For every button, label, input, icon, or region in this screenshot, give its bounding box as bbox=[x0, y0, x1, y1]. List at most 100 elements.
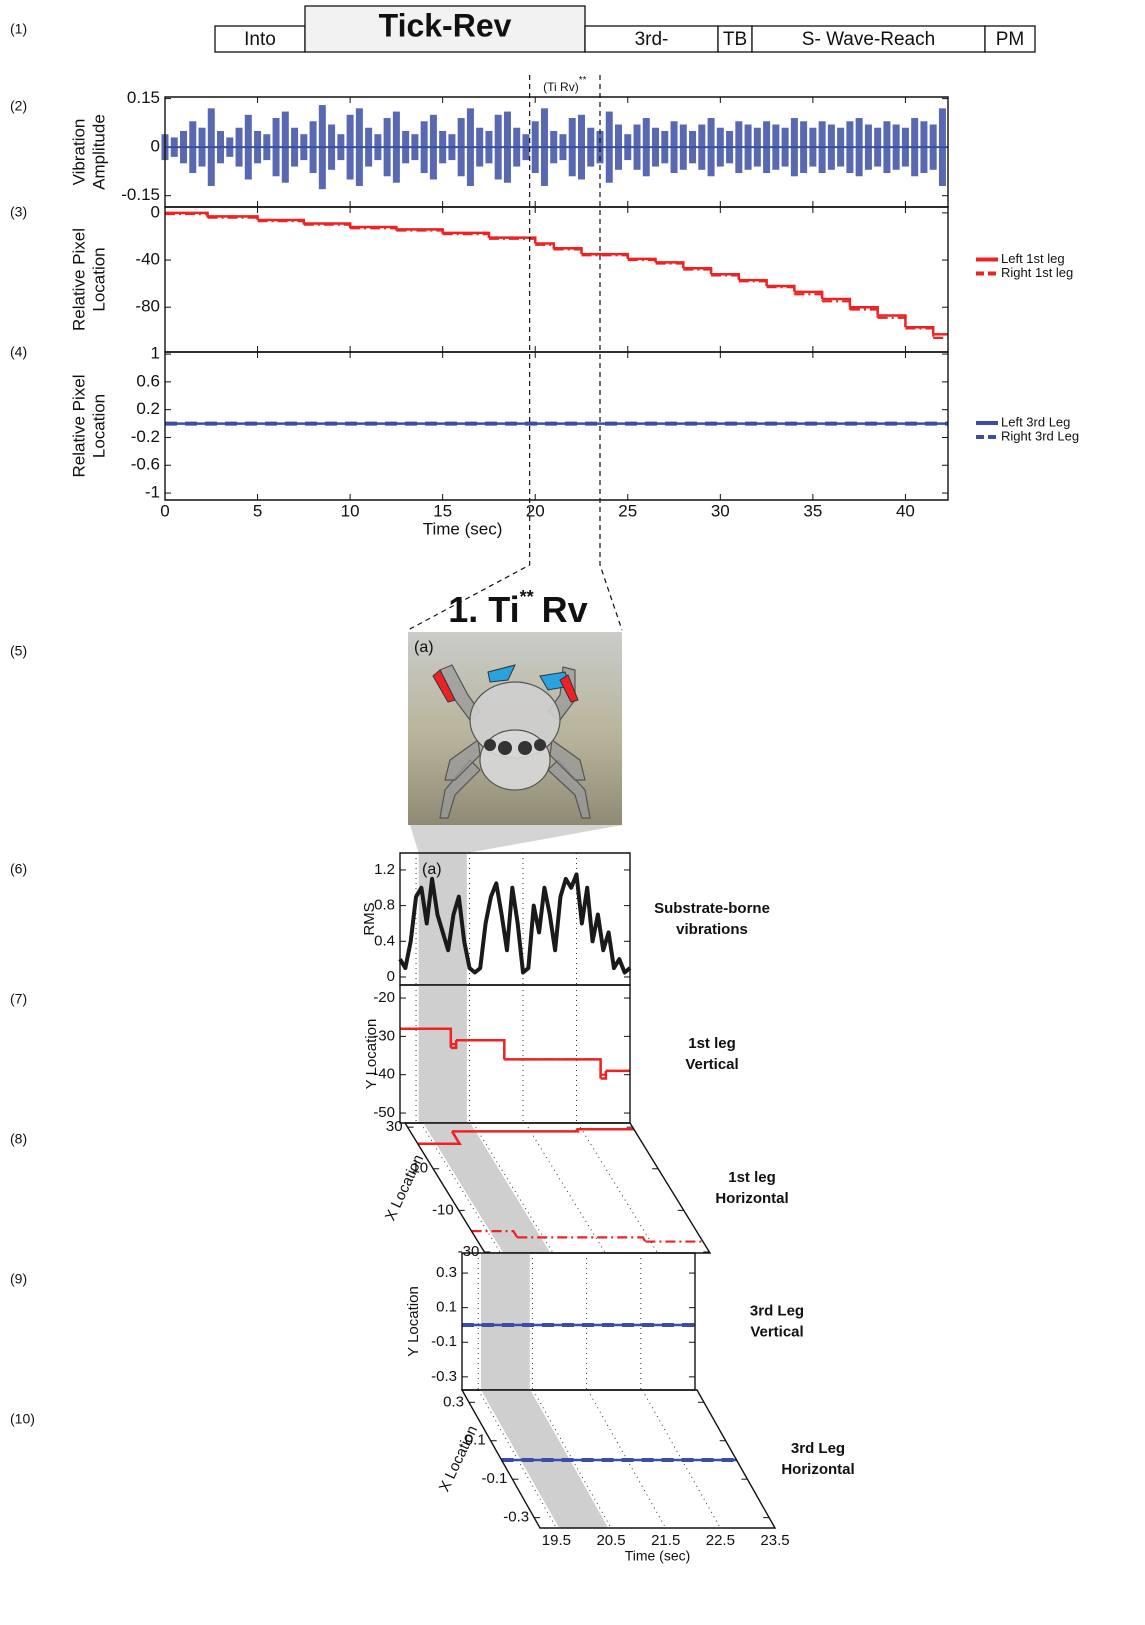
legend-label: Right 1st leg bbox=[1001, 265, 1073, 280]
waveform-burst bbox=[790, 118, 798, 177]
zoom-line bbox=[599, 75, 623, 631]
waveform-burst bbox=[827, 124, 835, 170]
step-segment bbox=[165, 212, 209, 218]
step-segment bbox=[471, 1230, 519, 1238]
waveform-burst bbox=[244, 114, 252, 180]
waveform-burst bbox=[661, 130, 669, 164]
waveform-burst bbox=[531, 121, 539, 174]
step-segment bbox=[400, 1027, 452, 1045]
zoom-line bbox=[407, 75, 531, 631]
y-tick-label: -40 bbox=[135, 250, 160, 269]
grid-line bbox=[472, 1122, 554, 1254]
waveform-burst bbox=[346, 114, 354, 180]
waveform-burst bbox=[938, 108, 946, 186]
y-tick-label: -80 bbox=[135, 297, 160, 316]
step-segment bbox=[504, 1058, 602, 1075]
waveform-burst bbox=[374, 134, 382, 161]
panel-label: (7) bbox=[10, 991, 27, 1007]
y-axis-label: Location bbox=[89, 247, 108, 311]
x-axis-label: Time (sec) bbox=[423, 519, 503, 538]
waveform-burst bbox=[420, 121, 428, 174]
waveform-burst bbox=[300, 134, 308, 161]
waveform-burst bbox=[652, 127, 660, 167]
waveform-burst bbox=[189, 121, 197, 174]
zoom-title-sup: ** bbox=[520, 587, 534, 607]
x-tick-label: 40 bbox=[896, 501, 915, 520]
behavior-segment bbox=[304, 5, 586, 53]
waveform-burst bbox=[642, 118, 650, 177]
waveform-burst bbox=[568, 118, 576, 177]
step-segment bbox=[450, 1040, 458, 1046]
y-tick-label: -30 bbox=[458, 1243, 480, 1260]
x-tick-label: 23.5 bbox=[760, 1532, 789, 1549]
waveform-burst bbox=[633, 124, 641, 170]
waveform-burst bbox=[457, 118, 465, 177]
panel-label: (5) bbox=[10, 643, 27, 659]
panel: 1.2 0.8 0.4 0 RMS Substrate-borne vibrations (a… bbox=[361, 852, 770, 986]
zoom-title-rest: Rv bbox=[542, 589, 588, 630]
waveform-burst bbox=[439, 130, 447, 164]
step-segment bbox=[905, 327, 935, 338]
waveform-burst bbox=[448, 134, 456, 161]
y-axis-label: Location bbox=[89, 394, 108, 458]
waveform-burst bbox=[226, 137, 234, 157]
waveform-burst bbox=[522, 134, 530, 161]
y-axis-label: Relative Pixel bbox=[69, 375, 88, 478]
panel: 0 5 10 15 20 25 30 35 40 Time (sec) 1 0.6 0.2 -0.2 -0.… bbox=[69, 344, 1079, 539]
x-tick-label: 20 bbox=[526, 501, 545, 520]
x-tick-label: 35 bbox=[803, 501, 822, 520]
step-segment bbox=[553, 248, 583, 256]
waveform-burst bbox=[411, 134, 419, 161]
behavior-label: PM bbox=[996, 29, 1025, 50]
step-segment bbox=[553, 247, 583, 255]
step-segment bbox=[207, 216, 259, 222]
waveform-burst bbox=[309, 121, 317, 174]
side-label: Horizontal bbox=[715, 1190, 788, 1207]
y-tick-label: -30 bbox=[373, 1027, 395, 1044]
highlight-band bbox=[480, 1253, 530, 1390]
step-segment bbox=[711, 274, 740, 282]
panel: 19.5 20.5 21.5 22.5 23.5 Time (sec) 0.3 0.1 -0.1… bbox=[436, 1389, 855, 1564]
panel: 30 10 -10 -30 X Location 1st leg Horizontal bbox=[382, 1118, 789, 1260]
step-segment bbox=[417, 1130, 462, 1146]
y-tick-label: 1.2 bbox=[374, 861, 395, 878]
grid-line bbox=[577, 1122, 659, 1254]
plot-frame bbox=[403, 1122, 712, 1254]
waveform-burst bbox=[920, 121, 928, 174]
waveform-burst bbox=[615, 124, 623, 170]
zoom-title: 1. Ti** Rv bbox=[448, 587, 587, 630]
step-segment bbox=[517, 1236, 647, 1243]
y-tick-label: -0.3 bbox=[503, 1509, 529, 1526]
waveform-burst bbox=[170, 137, 178, 157]
waveform-burst bbox=[503, 111, 511, 183]
waveform-burst bbox=[689, 130, 697, 164]
zoom-title-text: 1. Ti bbox=[448, 589, 519, 630]
step-segment bbox=[822, 300, 851, 310]
y-tick-label: -0.2 bbox=[131, 427, 160, 446]
waveform-burst bbox=[753, 127, 761, 167]
y-tick-label: -0.15 bbox=[121, 185, 160, 204]
y-tick-label: -1 bbox=[145, 483, 160, 502]
series-line bbox=[398, 872, 632, 975]
step-segment bbox=[600, 1070, 608, 1076]
y-tick-label: 30 bbox=[386, 1118, 403, 1135]
x-axis-label: Time (sec) bbox=[625, 1548, 691, 1564]
x-tick-label: 20.5 bbox=[596, 1532, 625, 1549]
y-axis-label: Y Location bbox=[405, 1286, 422, 1357]
waveform-burst bbox=[929, 124, 937, 170]
step-segment bbox=[456, 1039, 506, 1060]
step-segment bbox=[535, 243, 555, 250]
panel-label: (6) bbox=[10, 861, 27, 877]
photo-label: (a) bbox=[414, 639, 434, 656]
waveform-burst bbox=[355, 108, 363, 186]
step-segment bbox=[442, 233, 491, 239]
x-tick-label: 5 bbox=[253, 501, 262, 520]
waveform-burst bbox=[198, 127, 206, 167]
behavior-segment bbox=[751, 25, 986, 53]
waveform-burst bbox=[587, 127, 595, 167]
waveform-burst bbox=[318, 105, 326, 190]
side-label: Vertical bbox=[750, 1323, 803, 1340]
waveform-burst bbox=[207, 108, 215, 186]
side-label: 1st leg bbox=[728, 1169, 776, 1186]
highlight-band bbox=[418, 985, 467, 1123]
